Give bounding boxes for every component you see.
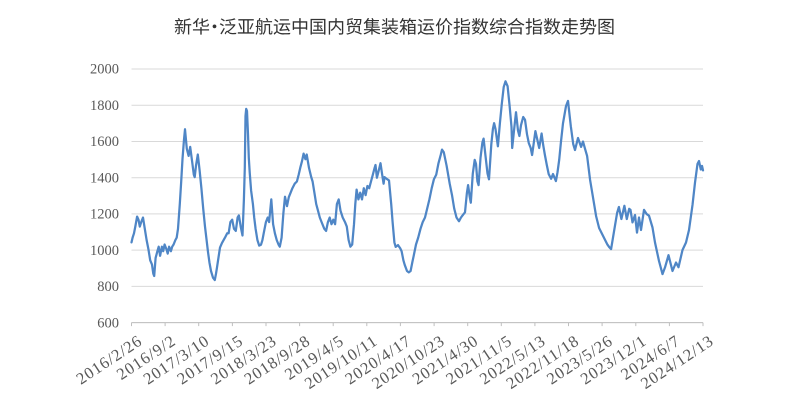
- svg-text:800: 800: [97, 279, 119, 295]
- svg-text:1000: 1000: [90, 243, 119, 259]
- svg-text:2000: 2000: [90, 62, 119, 78]
- svg-text:1800: 1800: [90, 98, 119, 114]
- svg-text:1600: 1600: [90, 134, 119, 150]
- svg-text:600: 600: [97, 315, 119, 331]
- svg-text:1400: 1400: [90, 170, 119, 186]
- svg-text:1200: 1200: [90, 207, 119, 223]
